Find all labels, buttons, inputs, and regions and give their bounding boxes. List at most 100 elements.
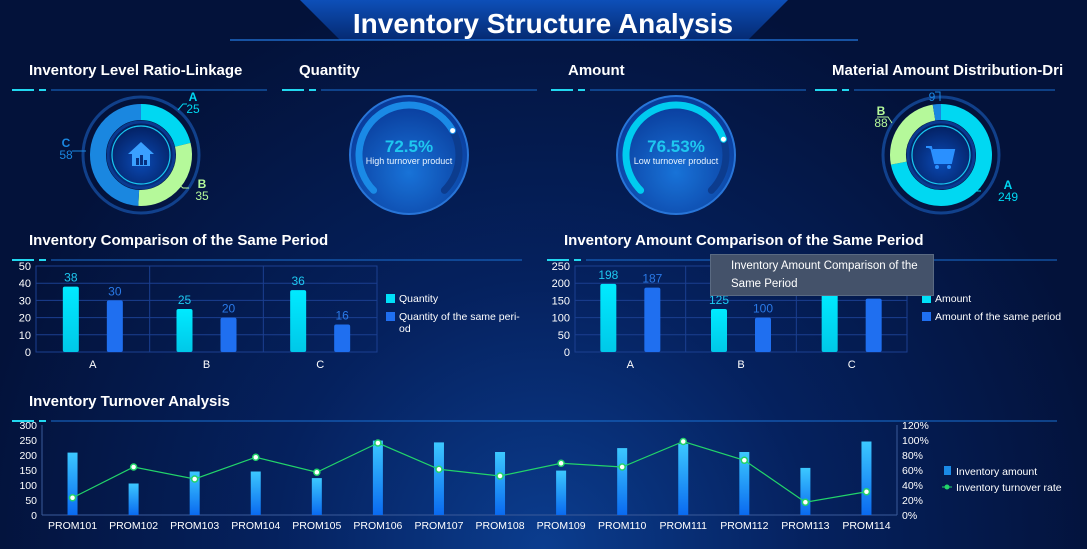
leader-line [176, 182, 189, 189]
y-tick-label: 30 [19, 295, 31, 307]
y-tick-label: 0 [564, 347, 570, 359]
chart-bar [136, 158, 139, 165]
leader-line [877, 116, 893, 124]
bar-inventory-amount [617, 448, 628, 515]
y2-tick-label: 60% [902, 465, 923, 477]
donut-slice-A [890, 104, 992, 206]
bar-value-label: 25 [178, 293, 192, 307]
bar-value-label: 36 [291, 274, 305, 288]
y2-tick-label: 120% [902, 420, 929, 432]
turnover-rate-point [862, 488, 871, 496]
panel-title-amount: Amount [568, 62, 625, 79]
x-tick-label: A [627, 359, 635, 371]
legend-swatch [922, 312, 931, 321]
turnover-rate-point [618, 463, 626, 471]
donut-slice-B [890, 104, 936, 165]
y2-tick-label: 100% [902, 435, 929, 447]
x-tick-label: PROM103 [170, 520, 219, 532]
donut-inner-ring [911, 125, 971, 185]
bar-inventory-amount [311, 478, 322, 515]
panel-title-material: Material Amount Distribution-Dri [832, 62, 1063, 79]
x-tick-label: PROM104 [231, 520, 280, 532]
y2-tick-label: 20% [902, 495, 923, 507]
bar-value-label: 16 [335, 308, 349, 322]
slice-label: C [62, 136, 71, 150]
bar-value-label: 100 [753, 302, 773, 316]
bar-inventory-amount [556, 470, 567, 515]
x-tick-label: PROM108 [476, 520, 525, 532]
house-shape [128, 142, 154, 166]
bar-value-label: 198 [598, 268, 618, 282]
x-tick-label: PROM110 [598, 520, 646, 532]
x-tick-label: PROM106 [353, 520, 402, 532]
turnover-rate-point [68, 494, 77, 502]
bar-inventory-amount [189, 471, 200, 515]
y2-tick-label: 80% [902, 450, 923, 462]
legend-swatch [922, 294, 931, 303]
bar-quantity-of-the-same-period [334, 324, 351, 352]
slice-value: 249 [998, 190, 1018, 204]
y-tick-label: 300 [19, 420, 37, 432]
y-tick-label: 40 [19, 278, 31, 290]
x-tick-label: B [203, 359, 210, 371]
y-tick-label: 200 [552, 278, 570, 290]
bar-inventory-amount [678, 443, 689, 515]
x-tick-label: C [848, 359, 856, 371]
bar-inventory-amount [495, 452, 506, 515]
bar-value-label: 187 [642, 272, 662, 286]
gauge-percent: 76.53% [647, 137, 705, 156]
leader-line [963, 185, 981, 192]
x-tick-label: PROM114 [842, 520, 890, 532]
x-tick-label: B [737, 359, 744, 371]
x-tick-label: PROM101 [48, 520, 97, 532]
page-title: Inventory Structure Analysis [353, 8, 733, 39]
bar-value-label: 38 [64, 271, 78, 285]
bar-quantity [176, 309, 193, 352]
bar-inventory-amount [739, 452, 750, 515]
legend-marker [944, 484, 950, 490]
chart-bar [144, 160, 147, 165]
y-tick-label: 200 [19, 450, 37, 462]
cart-wheel [935, 165, 939, 169]
turnover-rate-point [740, 456, 749, 464]
cart-wheel [947, 165, 951, 169]
y2-tick-label: 0% [902, 510, 917, 522]
y-tick-label: 100 [19, 480, 37, 492]
bar-amount-of-the-same-period [644, 287, 661, 352]
turnover-rate-point [496, 472, 504, 480]
legend-swatch [386, 312, 395, 321]
legend-swatch [944, 466, 951, 475]
y2-tick-label: 40% [902, 480, 923, 492]
donut-slice-A [140, 104, 191, 148]
slice-value: 88 [874, 116, 888, 130]
y-tick-label: 50 [558, 330, 570, 342]
y-tick-label: 10 [19, 330, 31, 342]
bar-amount [600, 283, 617, 352]
y-tick-label: 50 [19, 261, 31, 273]
gauge-caption: High turnover product [366, 156, 453, 166]
turnover-rate-point [435, 465, 443, 473]
bar-inventory-amount [800, 467, 811, 515]
panel-title-ratio: Inventory Level Ratio-Linkage [29, 62, 242, 79]
legend-label: Inventory amount [956, 466, 1037, 478]
donut-slice-B [138, 142, 192, 206]
x-tick-label: PROM109 [537, 520, 586, 532]
turnover-rate-point [557, 459, 565, 467]
panel-title-turnover: Inventory Turnover Analysis [29, 393, 230, 410]
turnover-rate-point [252, 453, 260, 461]
bar-value-label: 20 [222, 302, 236, 316]
turnover-rate-point [129, 463, 138, 471]
slice-value: 35 [195, 189, 209, 203]
leader-line [177, 103, 187, 111]
x-tick-label: A [89, 359, 97, 371]
plot-frame [35, 265, 378, 353]
y-tick-label: 250 [552, 261, 570, 273]
bar-amount-of-the-same-period [865, 298, 882, 352]
gauge-caption: Low turnover product [634, 156, 719, 166]
legend-label: Inventory turnover rate [956, 482, 1062, 494]
shopping-cart-icon [926, 146, 956, 169]
legend-label: Quantity of the same peri- [399, 311, 520, 323]
bar-amount [821, 293, 838, 352]
slice-label: A [1004, 178, 1013, 192]
